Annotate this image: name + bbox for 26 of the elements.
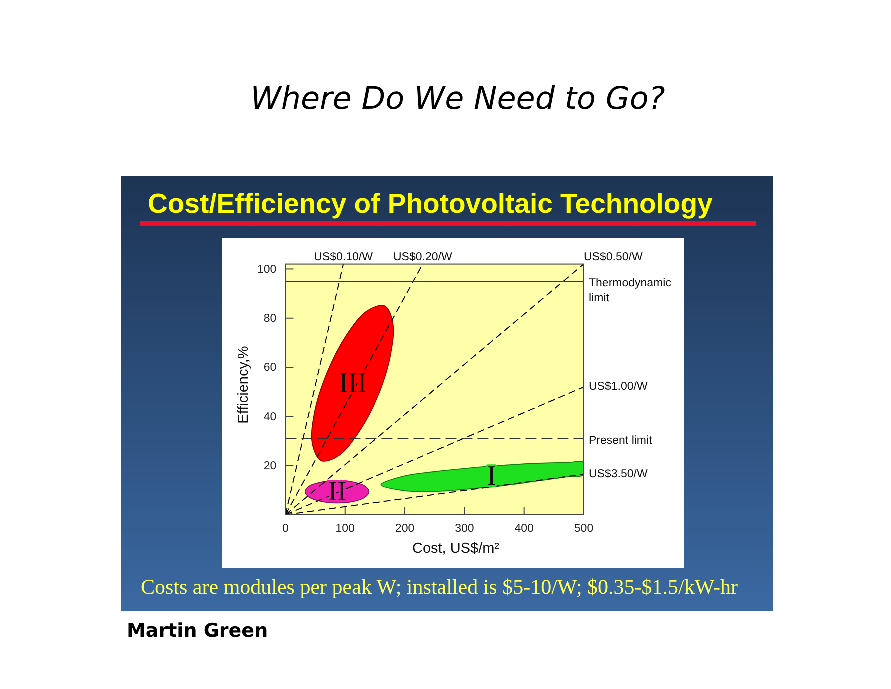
x-tick-label: 300 — [455, 523, 474, 536]
series-label: US$3.50/W — [589, 468, 648, 480]
chart-subtitle: Cost/Efficiency of Photovoltaic Technology — [148, 188, 714, 219]
x-tick-label: 400 — [514, 523, 534, 536]
x-tick-label: 0 — [282, 523, 289, 536]
series-label: US$0.20/W — [394, 251, 452, 264]
series-label: III — [339, 368, 368, 400]
chart-title: Where Do We Need to Go? — [250, 81, 666, 117]
series-label: US$1.00/W — [589, 381, 648, 394]
x-tick-label: 500 — [574, 523, 594, 536]
series-label: US$0.10/W — [314, 251, 374, 264]
x-tick-label: 100 — [336, 523, 355, 536]
y-tick-label: 100 — [258, 264, 277, 276]
y-axis-title: Efficiency,% — [236, 346, 252, 424]
ref-line-label: Thermodynamic limit — [589, 278, 672, 305]
x-tick-label: 200 — [395, 523, 415, 536]
ref-line-label: Present limit — [589, 434, 654, 447]
series-label: US$0.50/W — [584, 251, 643, 264]
y-tick-label: 60 — [264, 362, 277, 374]
series-label: I — [487, 460, 496, 492]
y-tick-label: 80 — [264, 313, 277, 326]
y-tick-label: 20 — [264, 460, 277, 473]
text: Costs are modules per peak W; installed is $5-10/W; $0.35-$1.5/kW-hr — [141, 575, 738, 599]
text: Martin Green — [127, 620, 268, 642]
x-axis-title: Cost, US$/m² — [412, 541, 500, 557]
y-tick-label: 40 — [264, 411, 277, 424]
